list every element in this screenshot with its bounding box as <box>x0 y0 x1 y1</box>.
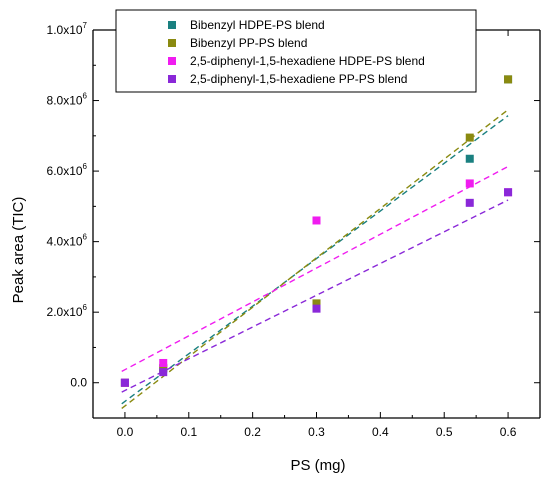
data-point <box>465 179 474 188</box>
fit-line <box>121 109 509 410</box>
y-tick-mantissa: 4.0x10 <box>47 235 83 249</box>
fit-lines <box>121 109 509 410</box>
data-point <box>159 368 168 377</box>
y-tick-exponent: 6 <box>83 162 88 171</box>
y-tick-mantissa: 8.0x10 <box>47 94 83 108</box>
legend-items: Bibenzyl HDPE-PS blend Bibenzyl PP-PS ble… <box>168 18 425 86</box>
data-point <box>120 378 129 387</box>
y-tick-exponent: 6 <box>83 233 88 242</box>
y-tick-exponent: 7 <box>83 21 88 30</box>
y-tick-label: 1.0x107 <box>47 21 88 37</box>
x-axis-title: PS (mg) <box>290 457 345 474</box>
data-point <box>465 133 474 142</box>
fit-line <box>121 199 509 393</box>
y-tick-mantissa: 1.0x10 <box>47 23 83 37</box>
data-point <box>465 154 474 163</box>
data-point <box>504 75 513 84</box>
y-tick-label: 8.0x106 <box>47 92 88 108</box>
legend-label: Bibenzyl HDPE-PS blend <box>190 18 325 32</box>
legend-label: Bibenzyl PP-PS blend <box>190 36 307 50</box>
data-point <box>312 299 321 308</box>
x-tick-label: 0.6 <box>500 425 517 439</box>
y-tick-label: 0.0 <box>70 376 87 390</box>
x-tick-label: 0.5 <box>436 425 453 439</box>
legend-marker <box>168 57 176 65</box>
data-point <box>465 198 474 207</box>
y-tick-exponent: 6 <box>83 303 88 312</box>
x-tick-label: 0.2 <box>244 425 261 439</box>
x-tick-label: 0.0 <box>117 425 134 439</box>
legend-label: 2,5-diphenyl-1,5-hexadiene PP-PS blend <box>190 72 407 86</box>
y-tick-mantissa: 6.0x10 <box>47 164 83 178</box>
y-tick-label: 6.0x106 <box>47 162 88 178</box>
y-axis-title: Peak area (TIC) <box>10 197 27 304</box>
legend-marker <box>168 39 176 47</box>
y-tick-label: 4.0x106 <box>47 233 88 249</box>
legend-marker <box>168 75 176 83</box>
legend: Bibenzyl HDPE-PS blend Bibenzyl PP-PS ble… <box>115 9 477 93</box>
data-point <box>504 188 513 197</box>
legend-label: 2,5-diphenyl-1,5-hexadiene HDPE-PS blend <box>190 54 425 68</box>
legend-marker <box>168 21 176 29</box>
y-tick-label: 2.0x106 <box>47 303 88 319</box>
y-tick-mantissa: 2.0x10 <box>47 305 83 319</box>
data-point <box>312 304 321 313</box>
x-tick-label: 0.3 <box>308 425 325 439</box>
x-tick-label: 0.1 <box>180 425 197 439</box>
data-point <box>159 363 168 372</box>
data-point <box>159 358 168 367</box>
y-tick-exponent: 6 <box>83 92 88 101</box>
data-points <box>120 75 513 387</box>
data-point <box>312 216 321 225</box>
fit-line <box>121 165 509 372</box>
x-tick-label: 0.4 <box>372 425 389 439</box>
